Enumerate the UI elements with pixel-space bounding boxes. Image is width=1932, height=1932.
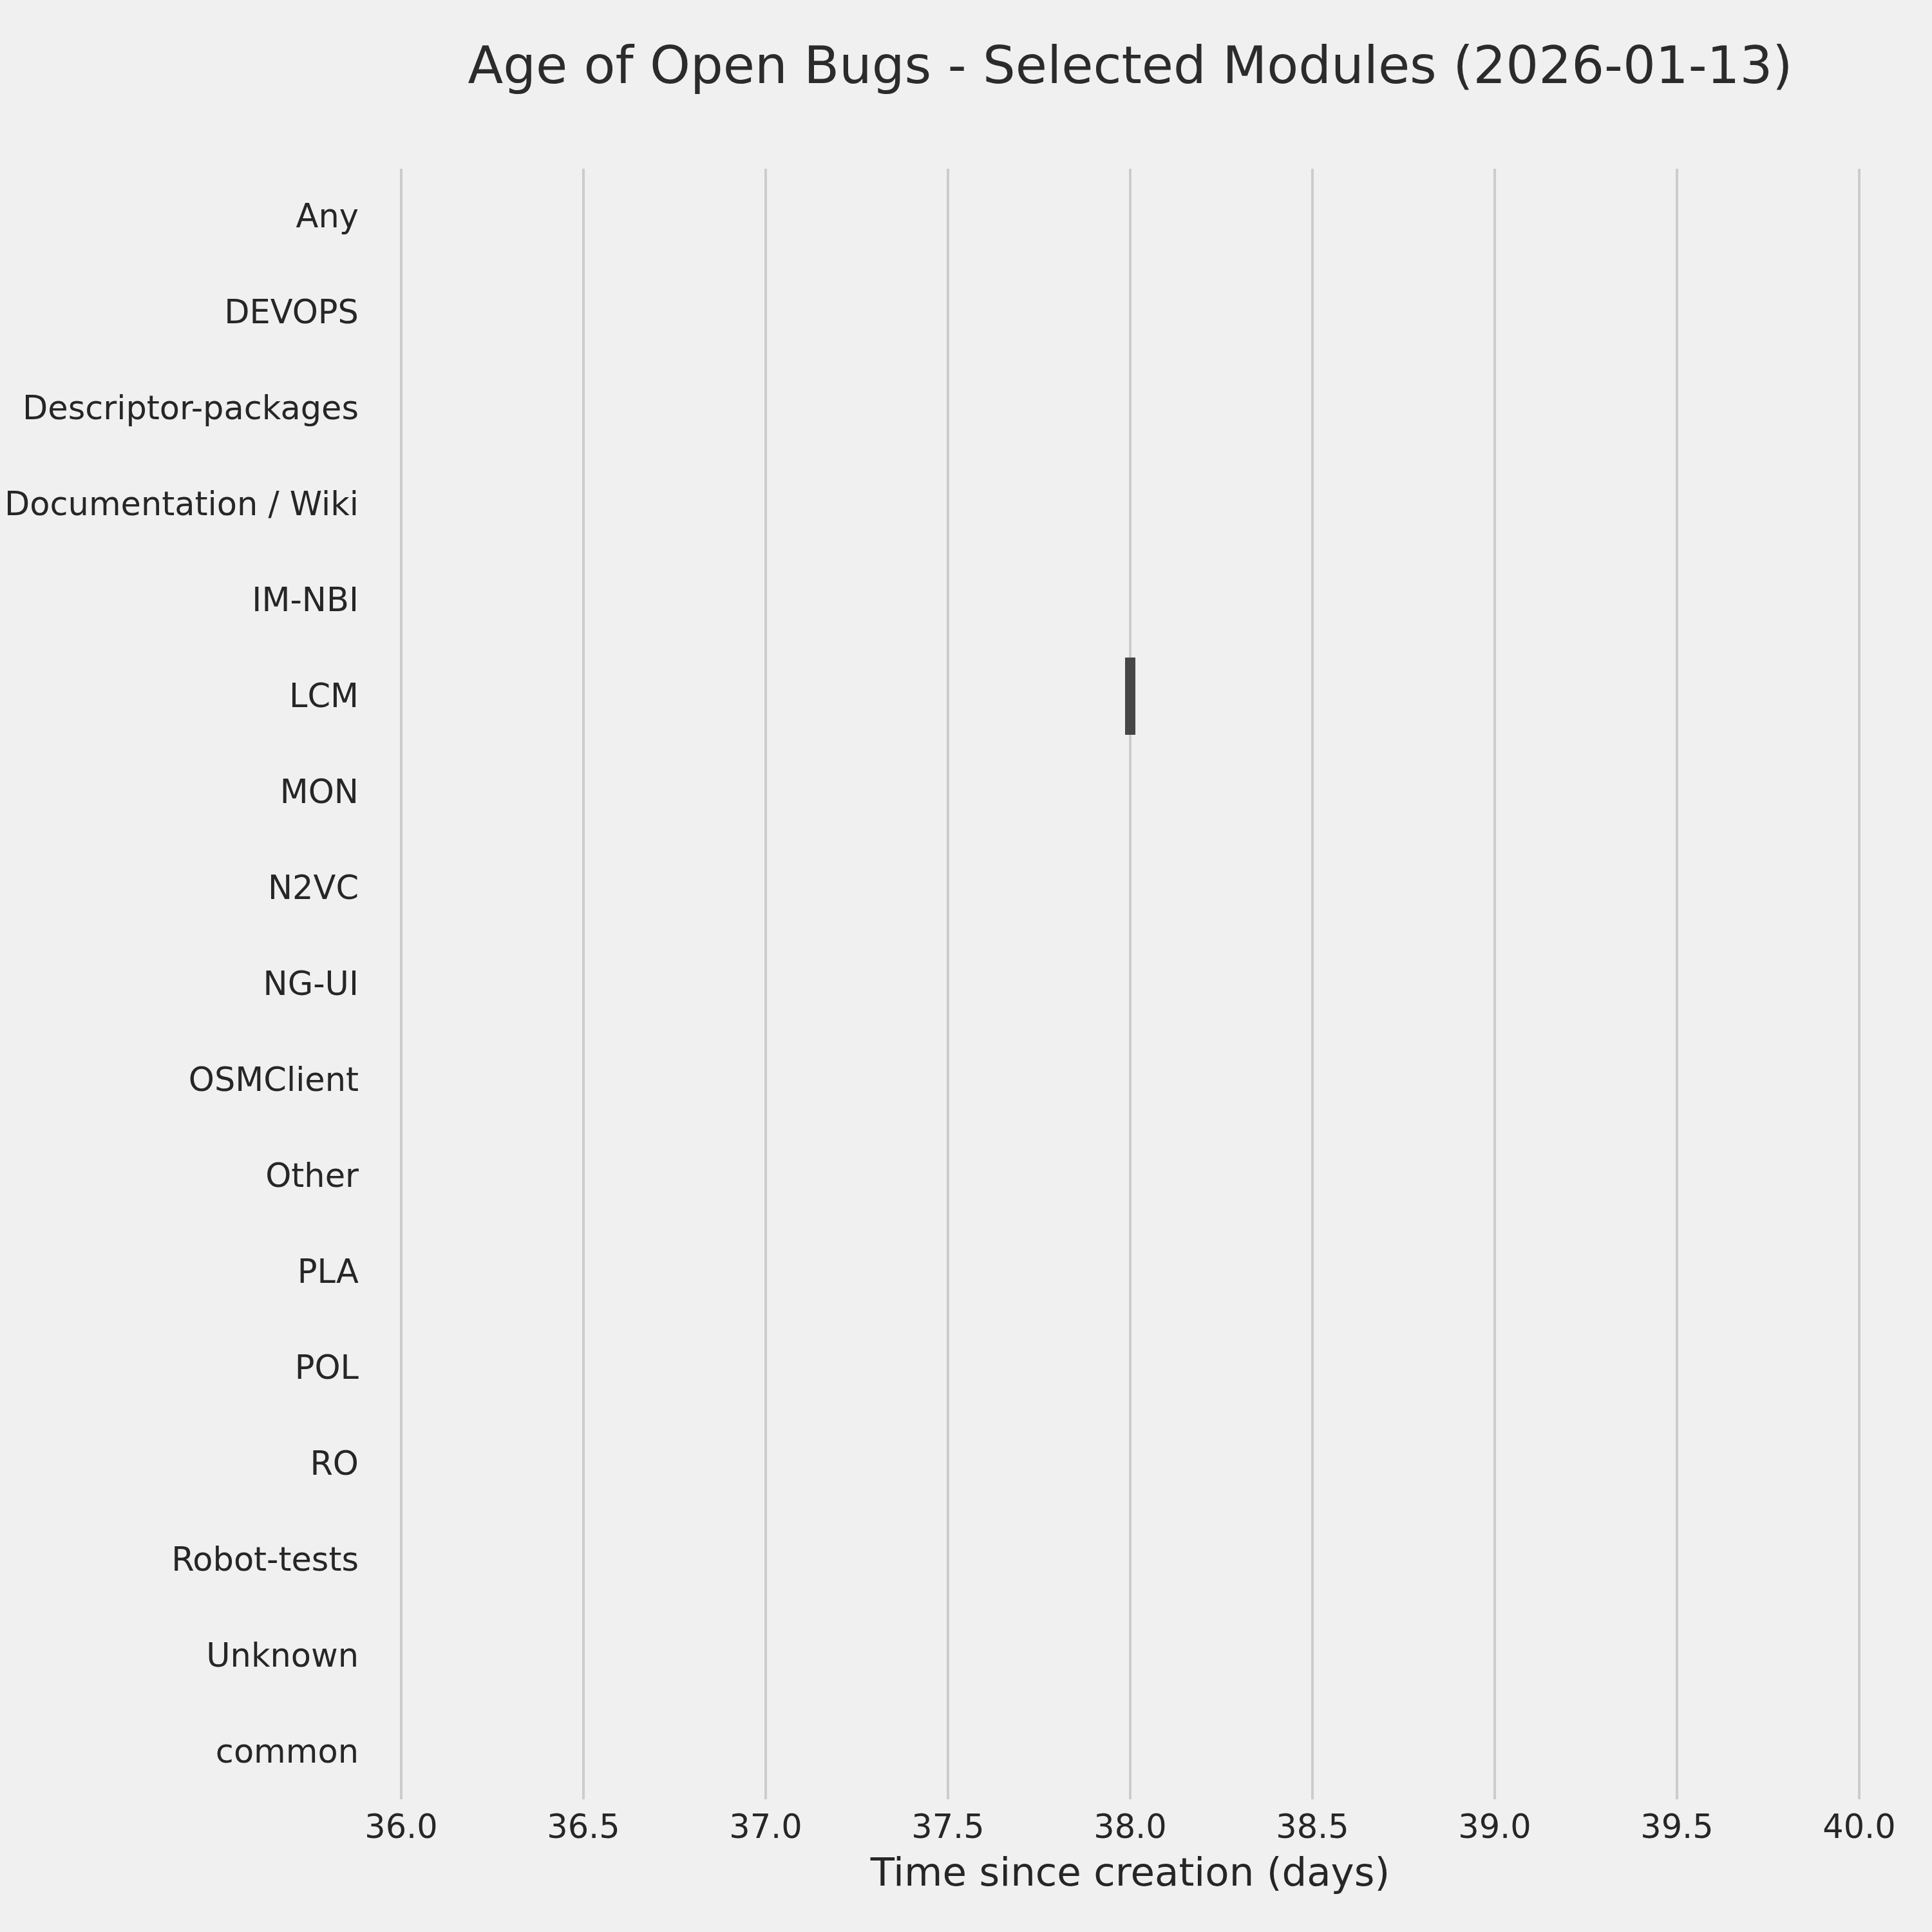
y-category-label-lcm: LCM [0,676,359,716]
x-tick-label: 38.0 [1040,1807,1220,1847]
gridline-x-38.5 [1311,169,1314,1799]
x-tick-label: 37.0 [676,1807,856,1847]
x-axis-label: Time since creation (days) [401,1848,1859,1896]
gridline-x-37.5 [947,169,949,1799]
x-tick-label: 36.5 [493,1807,674,1847]
x-tick-label: 38.5 [1222,1807,1403,1847]
x-tick-label: 39.5 [1587,1807,1767,1847]
gridline-x-38.0 [1129,169,1132,1799]
y-category-label-other: Other [0,1156,359,1196]
x-tick-label: 39.0 [1405,1807,1585,1847]
y-category-label-im-nbi: IM-NBI [0,580,359,620]
chart-figure: Age of Open Bugs - Selected Modules (202… [0,0,1932,1932]
y-category-label-n2vc: N2VC [0,868,359,908]
chart-title: Age of Open Bugs - Selected Modules (202… [401,33,1859,98]
y-category-label-common: common [0,1732,359,1772]
y-category-label-ro: RO [0,1444,359,1484]
gridline-x-39.5 [1676,169,1678,1799]
y-category-label-descriptor-packages: Descriptor-packages [0,388,359,428]
y-category-label-documentation-wiki: Documentation / Wiki [0,484,359,524]
gridline-x-39.0 [1493,169,1496,1799]
gridline-x-40.0 [1858,169,1861,1799]
y-category-label-pla: PLA [0,1252,359,1292]
y-category-label-mon: MON [0,772,359,812]
x-tick-label: 37.5 [858,1807,1038,1847]
y-category-label-pol: POL [0,1348,359,1388]
gridline-x-36.5 [582,169,585,1799]
y-category-label-osmclient: OSMClient [0,1060,359,1100]
gridline-x-36.0 [400,169,402,1799]
y-category-label-devops: DEVOPS [0,292,359,332]
gridline-x-37.0 [764,169,767,1799]
y-category-label-any: Any [0,196,359,236]
y-category-label-robot-tests: Robot-tests [0,1540,359,1580]
x-tick-label: 36.0 [311,1807,491,1847]
y-category-label-unknown: Unknown [0,1636,359,1676]
x-tick-label: 40.0 [1769,1807,1932,1847]
box-lcm [1125,658,1136,735]
y-category-label-ng-ui: NG-UI [0,964,359,1004]
